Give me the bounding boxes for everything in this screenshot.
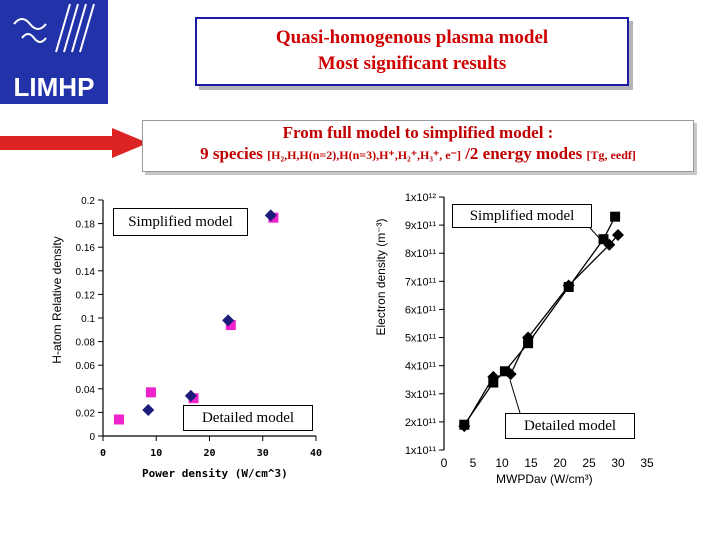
right-data-point bbox=[610, 211, 621, 222]
left-x-tick-label: 0 bbox=[100, 448, 106, 459]
left-data-point bbox=[145, 387, 156, 398]
right-detailed-callout: Detailed model bbox=[505, 413, 635, 439]
banner-line-1: From full model to simplified model : bbox=[282, 123, 554, 142]
left-y-tick-label: 0.18 bbox=[76, 220, 96, 231]
right-x-tick-label: 10 bbox=[495, 456, 509, 470]
left-data-point bbox=[184, 389, 197, 402]
right-x-tick-label: 0 bbox=[441, 456, 448, 470]
left-x-tick-label: 20 bbox=[203, 448, 215, 459]
right-arrow-icon bbox=[0, 128, 148, 158]
right-chart-ylabel: Electron density (m⁻³) bbox=[374, 218, 388, 336]
left-y-tick-label: 0.12 bbox=[76, 290, 96, 301]
summary-banner: From full model to simplified model : 9 … bbox=[142, 120, 694, 172]
right-data-point bbox=[612, 228, 624, 241]
left-data-point bbox=[225, 320, 236, 331]
electron-density-chart: 1x10¹¹ 2x10¹¹ 3x10¹¹ 4x10¹¹ 5x10¹¹ 6x10¹¹ 7x10… bbox=[405, 192, 654, 470]
right-x-tick-label: 25 bbox=[582, 456, 596, 470]
left-y-tick-label: 0.06 bbox=[76, 361, 96, 372]
left-data-point bbox=[264, 209, 277, 222]
right-y-tick-label: 1x10¹² bbox=[405, 192, 437, 204]
title-line-1: Quasi-homogenous plasma model bbox=[275, 27, 549, 48]
left-y-tick-label: 0.02 bbox=[76, 408, 96, 419]
right-y-tick-label: 7x10¹¹ bbox=[405, 276, 437, 288]
right-x-tick-label: 35 bbox=[640, 456, 654, 470]
right-x-tick-label: 5 bbox=[470, 456, 477, 470]
right-data-point bbox=[487, 370, 500, 383]
right-data-point bbox=[562, 279, 575, 292]
banner-species-list: [H₂,H,H(n=2),H(n=3),H⁺,H₂⁺,H₃⁺, e⁻] bbox=[267, 148, 461, 162]
right-series-line bbox=[463, 216, 616, 426]
left-chart-ylabel: H-atom Relative density bbox=[50, 236, 64, 364]
left-detailed-callout: Detailed model bbox=[183, 405, 313, 431]
left-y-tick-label: 0.2 bbox=[81, 196, 95, 207]
right-data-point bbox=[499, 366, 510, 377]
left-y-tick-label: 0.04 bbox=[76, 385, 96, 396]
banner-energy-modes: /2 energy modes bbox=[465, 144, 583, 163]
right-simplified-callout: Simplified model bbox=[452, 204, 592, 228]
left-x-tick-label: 30 bbox=[257, 448, 269, 459]
left-data-point bbox=[142, 404, 155, 417]
right-y-tick-label: 9x10¹¹ bbox=[405, 220, 437, 232]
right-data-point bbox=[603, 238, 616, 251]
right-y-tick-label: 1x10¹¹ bbox=[405, 445, 437, 457]
title-box: Quasi-homogenous plasma model Most signi… bbox=[195, 17, 629, 86]
left-y-tick-label: 0.16 bbox=[76, 243, 96, 254]
right-y-tick-label: 5x10¹¹ bbox=[405, 333, 437, 345]
limhp-logo: LIMHP bbox=[0, 0, 108, 104]
right-y-tick-label: 3x10¹¹ bbox=[405, 389, 437, 401]
right-data-point bbox=[458, 420, 471, 433]
right-detailed-leader bbox=[509, 379, 521, 414]
title-line-2: Most significant results bbox=[317, 53, 507, 74]
left-y-tick-label: 0 bbox=[89, 432, 95, 443]
svg-text:LIMHP: LIMHP bbox=[14, 72, 95, 102]
right-data-point bbox=[522, 331, 535, 344]
left-y-tick-label: 0.08 bbox=[76, 338, 96, 349]
left-chart-xlabel: Power density (W/cm^3) bbox=[142, 467, 288, 480]
left-x-tick-label: 40 bbox=[310, 448, 322, 459]
right-series-line bbox=[463, 234, 619, 427]
left-data-point bbox=[113, 414, 124, 425]
right-simplified-leader bbox=[589, 227, 603, 242]
left-y-tick-label: 0.1 bbox=[81, 314, 95, 325]
right-x-tick-label: 30 bbox=[611, 456, 625, 470]
right-y-tick-label: 6x10¹¹ bbox=[405, 304, 437, 316]
left-simplified-callout: Simplified model bbox=[113, 208, 248, 236]
banner-line-2: 9 species [H₂,H,H(n=2),H(n=3),H⁺,H₂⁺,H₃⁺… bbox=[143, 143, 693, 166]
left-x-tick-label: 10 bbox=[150, 448, 162, 459]
right-x-tick-label: 15 bbox=[524, 456, 538, 470]
right-data-point bbox=[504, 368, 517, 381]
left-y-tick-label: 0.14 bbox=[76, 267, 96, 278]
right-y-tick-label: 8x10¹¹ bbox=[405, 248, 437, 260]
h-atom-density-chart: 0 0.02 0.04 0.06 0.08 0.1 0.12 0.14 0.16 0.18 0.2 0… bbox=[76, 196, 322, 459]
right-y-tick-label: 4x10¹¹ bbox=[405, 361, 437, 373]
banner-modes-list: [Tg, eedf] bbox=[586, 148, 636, 162]
banner-species-count: 9 species bbox=[200, 144, 263, 163]
right-y-tick-label: 2x10¹¹ bbox=[405, 417, 437, 429]
left-data-point bbox=[222, 314, 235, 327]
right-chart-xlabel: MWPDav (W/cm³) bbox=[496, 472, 593, 486]
right-data-point bbox=[598, 234, 609, 245]
right-x-tick-label: 20 bbox=[553, 456, 567, 470]
